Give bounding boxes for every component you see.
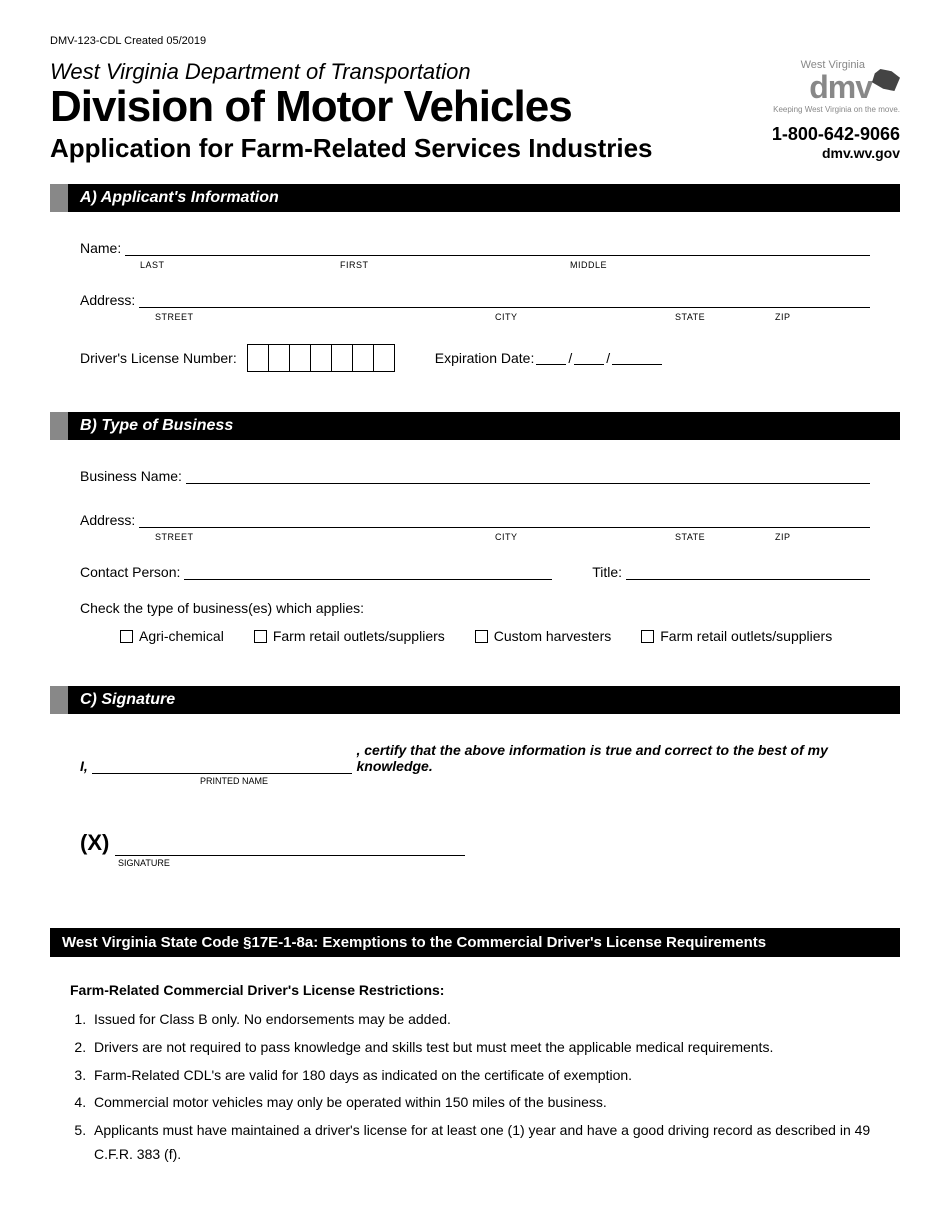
checkbox-farm2[interactable] xyxy=(641,630,654,643)
business-name-input[interactable] xyxy=(186,468,870,484)
opt-1: Farm retail outlets/suppliers xyxy=(273,628,445,644)
section-a-header: A) Applicant's Information xyxy=(50,184,900,212)
printed-name-input[interactable] xyxy=(92,758,353,774)
dl-number-input[interactable] xyxy=(247,344,395,372)
street-sublabel: STREET xyxy=(155,312,495,322)
section-b-header: B) Type of Business xyxy=(50,412,900,440)
contact-input[interactable] xyxy=(184,564,552,580)
code-header: West Virginia State Code §17E-1-8a: Exem… xyxy=(50,928,900,957)
cert-text: , certify that the above information is … xyxy=(356,742,870,774)
zip-sublabel: ZIP xyxy=(775,312,791,322)
restrict-2: Drivers are not required to pass knowled… xyxy=(90,1036,900,1060)
business-name-label: Business Name: xyxy=(80,468,182,484)
b-city-sublabel: CITY xyxy=(495,532,675,542)
form-id: DMV-123-CDL Created 05/2019 xyxy=(50,35,900,47)
state-sublabel: STATE xyxy=(675,312,775,322)
dl-label: Driver's License Number: xyxy=(80,350,237,366)
restrict-3: Farm-Related CDL's are valid for 180 day… xyxy=(90,1064,900,1088)
title-input[interactable] xyxy=(626,564,870,580)
opt-0: Agri-chemical xyxy=(139,628,224,644)
name-input[interactable] xyxy=(125,240,870,256)
opt-3: Farm retail outlets/suppliers xyxy=(660,628,832,644)
exp-month[interactable] xyxy=(536,351,566,365)
checkbox-custom[interactable] xyxy=(475,630,488,643)
b-address-label: Address: xyxy=(80,512,135,528)
first-sublabel: FIRST xyxy=(340,260,570,270)
restrictions-title: Farm-Related Commercial Driver's License… xyxy=(70,982,900,998)
opt-2: Custom harvesters xyxy=(494,628,611,644)
restrictions-list: Issued for Class B only. No endorsements… xyxy=(90,1008,900,1167)
website: dmv.wv.gov xyxy=(720,145,900,161)
dmv-logo: West Virginia dmv Keeping West Virginia … xyxy=(720,59,900,114)
section-c-header: C) Signature xyxy=(50,686,900,714)
division-title: Division of Motor Vehicles xyxy=(50,85,720,129)
address-label: Address: xyxy=(80,292,135,308)
b-state-sublabel: STATE xyxy=(675,532,775,542)
check-instruction: Check the type of business(es) which app… xyxy=(80,600,870,616)
phone-number: 1-800-642-9066 xyxy=(720,124,900,145)
address-input[interactable] xyxy=(139,292,870,308)
middle-sublabel: MIDDLE xyxy=(570,260,607,270)
signature-x: (X) xyxy=(80,830,109,856)
city-sublabel: CITY xyxy=(495,312,675,322)
b-address-input[interactable] xyxy=(139,512,870,528)
cert-i: I, xyxy=(80,758,88,774)
restrict-4: Commercial motor vehicles may only be op… xyxy=(90,1091,900,1115)
restrict-1: Issued for Class B only. No endorsements… xyxy=(90,1008,900,1032)
restrict-5: Applicants must have maintained a driver… xyxy=(90,1119,900,1167)
header: West Virginia Department of Transportati… xyxy=(50,59,900,164)
checkbox-agri[interactable] xyxy=(120,630,133,643)
signature-sublabel: SIGNATURE xyxy=(118,858,870,868)
wv-state-icon xyxy=(872,69,900,91)
signature-input[interactable] xyxy=(115,826,465,856)
exp-year[interactable] xyxy=(612,351,662,365)
b-zip-sublabel: ZIP xyxy=(775,532,791,542)
printed-name-sublabel: PRINTED NAME xyxy=(200,776,870,786)
exp-label: Expiration Date: xyxy=(435,350,535,366)
checkbox-farm1[interactable] xyxy=(254,630,267,643)
contact-label: Contact Person: xyxy=(80,564,180,580)
exp-day[interactable] xyxy=(574,351,604,365)
application-title: Application for Farm-Related Services In… xyxy=(50,133,720,164)
title-label: Title: xyxy=(592,564,622,580)
b-street-sublabel: STREET xyxy=(155,532,495,542)
last-sublabel: LAST xyxy=(140,260,340,270)
name-label: Name: xyxy=(80,240,121,256)
